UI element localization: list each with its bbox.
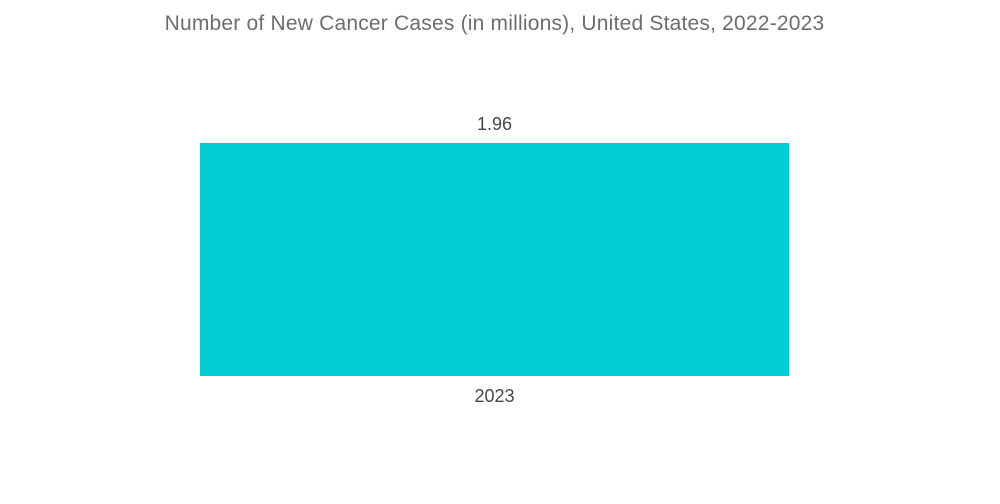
- chart-title: Number of New Cancer Cases (in millions)…: [164, 12, 825, 35]
- bar-category-label: 2023: [474, 386, 515, 406]
- bar-2023: [200, 143, 789, 376]
- bar-value-label: 1.96: [476, 114, 513, 134]
